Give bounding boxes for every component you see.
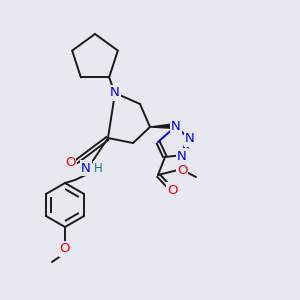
Text: O: O bbox=[167, 184, 177, 196]
Text: N: N bbox=[171, 119, 181, 133]
Text: H: H bbox=[94, 161, 102, 175]
Text: O: O bbox=[65, 155, 75, 169]
Polygon shape bbox=[150, 124, 176, 128]
Text: O: O bbox=[177, 164, 187, 176]
Text: N: N bbox=[81, 161, 91, 175]
Text: N: N bbox=[177, 149, 187, 163]
Text: O: O bbox=[60, 242, 70, 256]
Text: N: N bbox=[110, 86, 120, 100]
Text: N: N bbox=[185, 133, 195, 146]
